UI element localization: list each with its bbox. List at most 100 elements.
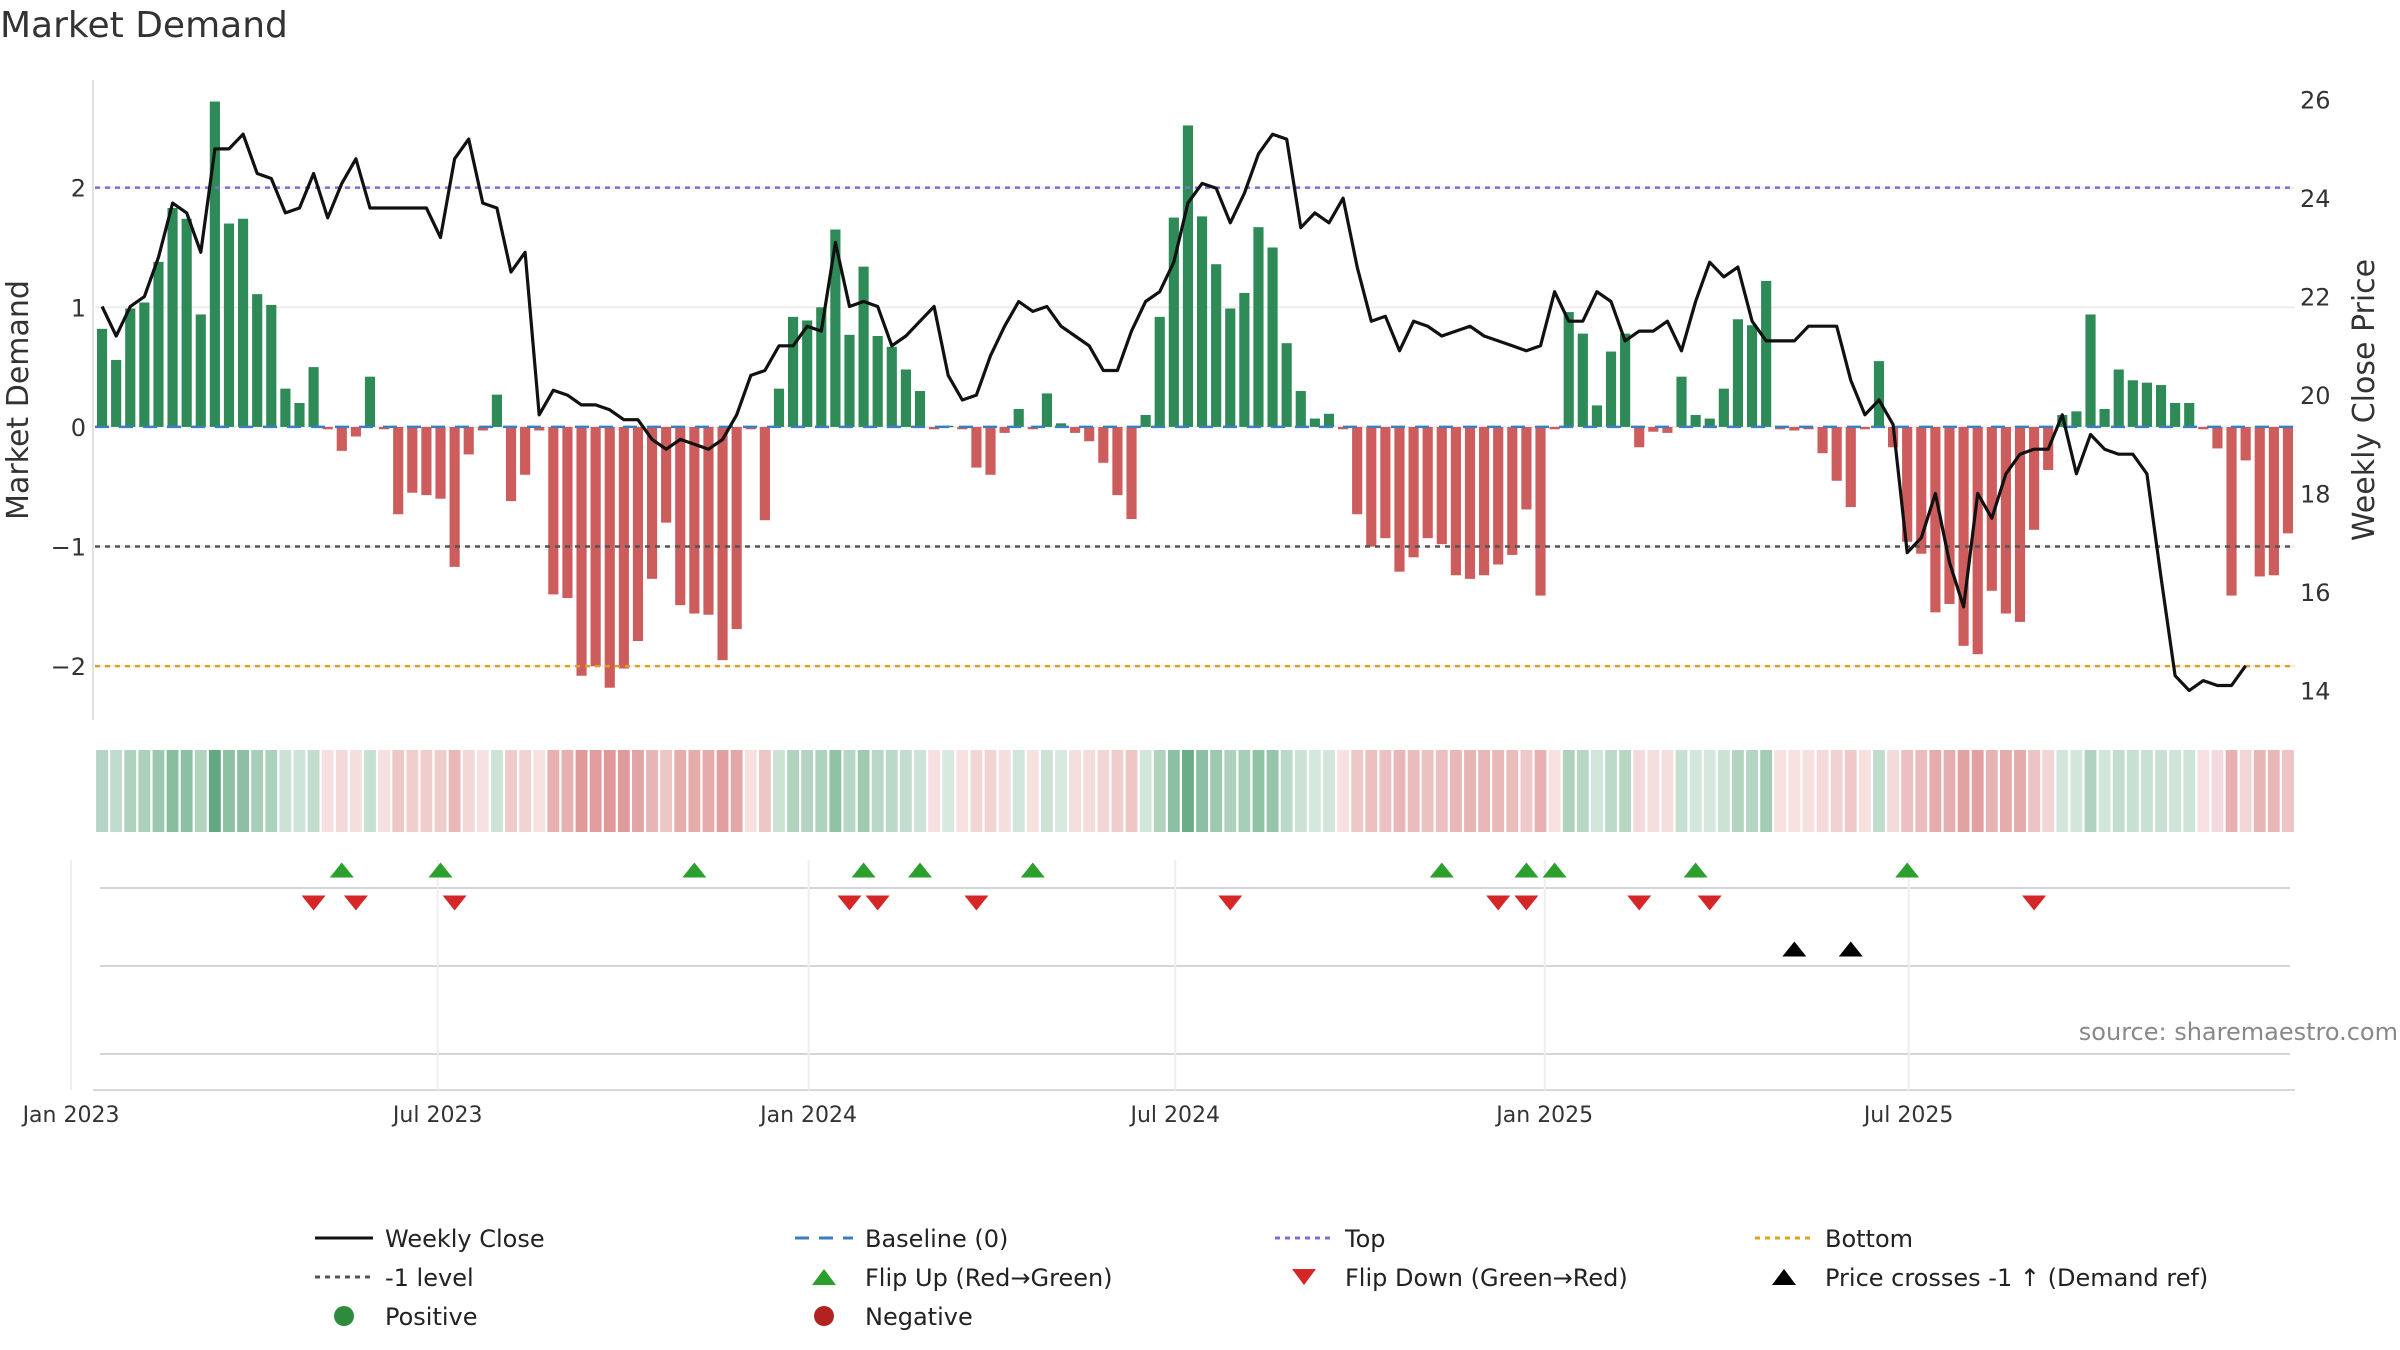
demand-bar	[195, 314, 206, 427]
demand-bar	[1873, 361, 1885, 427]
demand-bar	[1394, 426, 1405, 572]
heat-cell	[1548, 750, 1561, 832]
heat-cell	[293, 750, 306, 832]
y-tick-label: 0	[71, 414, 86, 442]
heat-cell	[801, 750, 814, 832]
demand-bar	[731, 426, 742, 630]
demand-bar	[858, 266, 869, 427]
demand-bar	[96, 328, 108, 427]
demand-bar	[971, 426, 982, 468]
legend-item: Top	[1275, 1225, 1386, 1253]
demand-bar	[111, 359, 122, 427]
demand-bar	[1041, 393, 1052, 427]
legend-label: Negative	[865, 1303, 973, 1331]
demand-bar	[294, 402, 305, 427]
legend-label: Positive	[385, 1303, 478, 1331]
heat-cell	[1873, 750, 1885, 832]
x-tick-label: Jul 2024	[1128, 1103, 1220, 1128]
heat-cell	[1605, 750, 1617, 832]
heat-cell	[1238, 750, 1251, 832]
demand-bar	[1479, 426, 1490, 576]
demand-bar	[1746, 325, 1758, 427]
demand-bar	[816, 307, 827, 427]
heat-cell	[1308, 750, 1321, 832]
heat-cell	[1534, 750, 1547, 832]
demand-bar	[252, 294, 263, 427]
heat-cell	[561, 750, 574, 832]
flip-down-marker	[1486, 895, 1511, 911]
heat-cell	[1351, 750, 1364, 832]
demand-bar	[1281, 343, 1292, 427]
demand-bar	[280, 388, 291, 427]
demand-bars	[96, 101, 2294, 688]
heat-cell	[1576, 750, 1589, 832]
heat-cell	[2084, 750, 2097, 832]
heat-cell	[1746, 750, 1758, 832]
demand-bar	[773, 388, 785, 427]
demand-bar	[1436, 426, 1447, 545]
heat-cell	[378, 750, 391, 832]
demand-bar	[1690, 414, 1701, 427]
heat-cell	[1323, 750, 1335, 832]
heat-cell	[1266, 750, 1279, 832]
source-annotation: source: sharemaestro.com	[2079, 1018, 2398, 1046]
heat-cell	[1915, 750, 1928, 832]
demand-bar	[238, 218, 249, 427]
demand-bar	[548, 426, 559, 595]
demand-bar	[1196, 216, 1208, 427]
demand-bar	[1620, 333, 1631, 427]
heat-cell	[1294, 750, 1307, 832]
legend-item: Baseline (0)	[795, 1225, 1008, 1253]
heat-cell	[1689, 750, 1702, 832]
legend-swatch	[812, 1269, 836, 1285]
demand-bar	[520, 426, 531, 475]
heat-cell	[476, 750, 489, 832]
price-cross-marker	[1782, 941, 1807, 957]
flip-down-marker	[837, 895, 862, 911]
y2-axis-label: Weekly Close Price	[2347, 259, 2382, 541]
heat-cell	[1887, 750, 1899, 832]
heat-cell	[885, 750, 898, 832]
flip-down-marker	[1514, 895, 1539, 911]
heat-cell	[617, 750, 630, 832]
demand-bar	[393, 426, 404, 515]
demand-bar	[872, 336, 883, 427]
heat-cell	[1365, 750, 1378, 832]
demand-bar	[1450, 426, 1461, 576]
demand-bar	[1916, 426, 1927, 554]
demand-bar	[1098, 426, 1109, 463]
demand-bar	[1084, 426, 1095, 442]
heat-cell	[1901, 750, 1914, 832]
y-tick-label: 2	[71, 175, 86, 203]
demand-bar	[1732, 319, 1744, 427]
demand-bar	[2226, 426, 2237, 596]
heat-cell	[1167, 750, 1180, 832]
demand-bar	[266, 304, 277, 427]
flip-up-marker	[329, 862, 354, 878]
heat-cell	[899, 750, 912, 832]
weekly-close-line	[100, 132, 2247, 693]
heat-cell	[1985, 750, 1998, 832]
heat-cell	[1393, 750, 1406, 832]
legend-label: Weekly Close	[385, 1225, 545, 1253]
weekly-close-line-layer	[100, 132, 2247, 693]
heat-cell	[237, 750, 249, 832]
demand-bar	[1944, 426, 1955, 604]
demand-bar	[1789, 426, 1800, 431]
demand-bar	[802, 320, 813, 427]
heat-cell	[758, 750, 771, 832]
demand-bar	[223, 223, 235, 427]
heat-cell	[1788, 750, 1801, 832]
heat-cell	[2225, 750, 2238, 832]
demand-bar	[999, 426, 1010, 433]
heat-cell	[1999, 750, 2012, 832]
heat-cell	[942, 750, 955, 832]
heat-cell	[434, 750, 447, 832]
demand-bar	[1013, 408, 1024, 427]
y2-tick-label: 24	[2300, 185, 2331, 213]
legend-item: Flip Down (Green→Red)	[1292, 1264, 1628, 1292]
heat-cell	[2253, 750, 2266, 832]
heat-cell	[2197, 750, 2210, 832]
demand-bar	[1535, 426, 1546, 596]
heat-cell	[674, 750, 687, 832]
